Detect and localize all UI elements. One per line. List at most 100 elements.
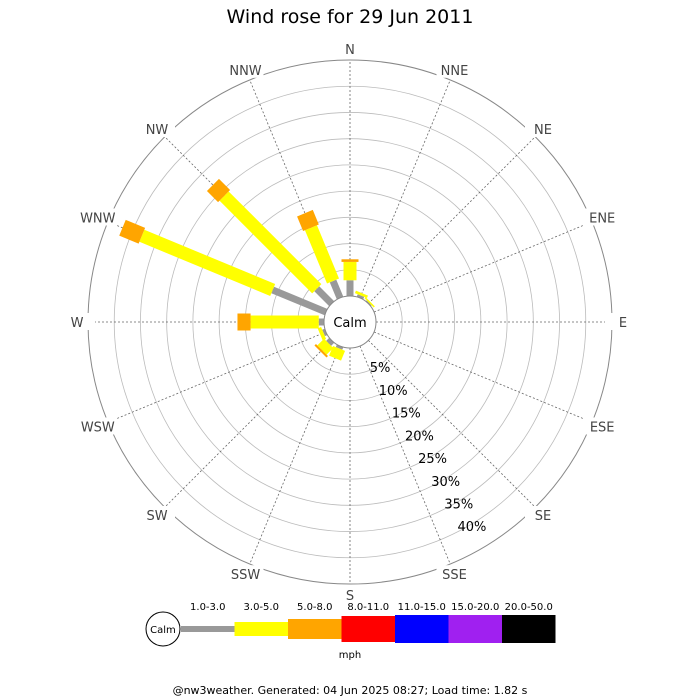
bar-NW-5.0-8.0 bbox=[206, 178, 231, 203]
spoke-NNE bbox=[359, 79, 451, 299]
bar-N-3.0-5.0 bbox=[343, 261, 357, 281]
legend-calm-label: Calm bbox=[150, 625, 176, 636]
direction-label-bg-E bbox=[605, 313, 641, 330]
direction-label-bg-ENE bbox=[584, 208, 621, 226]
direction-label-bg-NE bbox=[525, 120, 561, 137]
ring-label-20%: 20% bbox=[405, 429, 434, 444]
calm-label: Calm bbox=[333, 316, 366, 331]
bar-SSW-1.0-3.0 bbox=[335, 344, 344, 350]
spoke-SW bbox=[164, 340, 332, 508]
calm-circle bbox=[323, 295, 377, 349]
bar-NNE-3.0-5.0 bbox=[354, 290, 368, 299]
ring-label-10%: 10% bbox=[379, 384, 408, 399]
ring-label-30%: 30% bbox=[431, 475, 460, 490]
bar-WNW-3.0-5.0 bbox=[139, 229, 276, 296]
bar-W-1.0-3.0 bbox=[318, 318, 325, 326]
ring-label-15%: 15% bbox=[392, 407, 421, 422]
direction-label-E: E bbox=[619, 316, 627, 331]
direction-label-bg-NNE bbox=[436, 60, 473, 78]
speed-legend: Calm 1.0-3.0 3.0-5.0 5.0-8.0 8.0-11.0 11.0-15… bbox=[145, 602, 556, 647]
bar-group-WSW bbox=[317, 326, 328, 341]
direction-label-NE: NE bbox=[534, 123, 552, 138]
bar-WSW-3.0-5.0 bbox=[317, 326, 327, 341]
spoke-SSW bbox=[249, 345, 341, 565]
direction-label-bg-SSE bbox=[436, 565, 473, 583]
legend-calm-circle bbox=[145, 611, 181, 647]
spoke-SE bbox=[368, 340, 536, 508]
ring-label-35%: 35% bbox=[444, 498, 473, 513]
direction-label-NW: NW bbox=[146, 123, 169, 138]
bar-WNW-1.0-3.0 bbox=[271, 286, 328, 316]
legend-swatch-1.0-3.0 bbox=[181, 626, 235, 632]
direction-label-bg-ESE bbox=[584, 417, 621, 435]
grid-ring-25% bbox=[192, 164, 508, 480]
bar-group-W bbox=[237, 313, 325, 331]
bar-SW-5.0-8.0 bbox=[314, 344, 328, 358]
direction-label-bg-NW bbox=[139, 120, 175, 137]
direction-label-bg-W bbox=[59, 313, 95, 330]
bar-group-NE bbox=[364, 297, 375, 308]
direction-label-bg-NNW bbox=[227, 60, 264, 78]
direction-label-N: N bbox=[345, 43, 355, 58]
direction-label-WSW: WSW bbox=[81, 421, 115, 436]
spoke-ESE bbox=[373, 331, 593, 423]
direction-label-ENE: ENE bbox=[589, 212, 615, 227]
legend-label-20.0-50.0: 20.0-50.0 bbox=[505, 602, 553, 613]
bar-NNW-1.0-3.0 bbox=[329, 279, 344, 300]
bar-NNE-1.0-3.0 bbox=[356, 294, 365, 300]
bar-NNW-3.0-5.0 bbox=[304, 225, 340, 284]
bar-NW-1.0-3.0 bbox=[314, 286, 335, 307]
direction-label-SE: SE bbox=[535, 509, 551, 524]
ring-label-40%: 40% bbox=[457, 520, 486, 535]
direction-label-W: W bbox=[71, 316, 84, 331]
direction-label-SW: SW bbox=[146, 509, 167, 524]
legend-swatch-5.0-8.0 bbox=[288, 619, 342, 639]
direction-label-bg-SW bbox=[139, 506, 175, 523]
bar-group-NNE bbox=[354, 290, 368, 300]
bar-group-WNW bbox=[119, 219, 328, 316]
legend-swatch-8.0-11.0 bbox=[341, 616, 395, 642]
legend-label-15.0-20.0: 15.0-20.0 bbox=[451, 602, 499, 613]
legend-swatch-15.0-20.0 bbox=[448, 615, 502, 643]
direction-label-bg-SE bbox=[525, 506, 561, 523]
bar-SW-1.0-3.0 bbox=[326, 337, 335, 346]
legend-label-8.0-11.0: 8.0-11.0 bbox=[347, 602, 389, 613]
legend-swatch-11.0-15.0 bbox=[395, 615, 449, 643]
bar-NW-3.0-5.0 bbox=[219, 191, 322, 294]
bar-SW-3.0-5.0 bbox=[317, 338, 334, 355]
legend-label-11.0-15.0: 11.0-15.0 bbox=[398, 602, 446, 613]
direction-label-bg-SSW bbox=[227, 565, 264, 583]
bar-NE-1.0-3.0 bbox=[365, 300, 372, 307]
calm-center: Calm bbox=[323, 295, 377, 349]
spoke-SSE bbox=[359, 345, 451, 565]
bar-N-1.0-3.0 bbox=[346, 280, 354, 296]
direction-label-bg-WNW bbox=[79, 208, 116, 226]
bar-group-N bbox=[341, 259, 359, 296]
ring-label-25%: 25% bbox=[418, 452, 447, 467]
direction-label-WNW: WNW bbox=[80, 212, 116, 227]
bar-SSW-3.0-5.0 bbox=[329, 345, 346, 361]
bar-NNW-5.0-8.0 bbox=[297, 209, 319, 231]
spoke-ENE bbox=[373, 221, 593, 313]
legend-unit: mph bbox=[339, 650, 361, 661]
legend-label-1.0-3.0: 1.0-3.0 bbox=[190, 602, 225, 613]
spoke-NE bbox=[368, 136, 536, 304]
bar-WNW-5.0-8.0 bbox=[119, 219, 146, 244]
direction-label-bg-WSW bbox=[79, 417, 116, 435]
direction-label-S: S bbox=[346, 589, 354, 604]
direction-labels: N NNE NE ENE E ESE SE SSE S SSW SW WSW W WNW NW NNW bbox=[59, 40, 641, 604]
chart-title: Wind rose for 29 Jun 2011 bbox=[227, 6, 474, 28]
legend-label-5.0-8.0: 5.0-8.0 bbox=[297, 602, 332, 613]
bar-group-SSW bbox=[329, 344, 346, 361]
direction-label-ESE: ESE bbox=[590, 421, 615, 436]
direction-label-NNE: NNE bbox=[441, 64, 469, 79]
legend-swatch-20.0-50.0 bbox=[502, 615, 556, 643]
legend-label-3.0-5.0: 3.0-5.0 bbox=[244, 602, 279, 613]
spoke-WSW bbox=[107, 331, 327, 423]
bar-W-5.0-8.0 bbox=[237, 313, 251, 331]
bar-NE-3.0-5.0 bbox=[364, 297, 375, 308]
spoke-NNW bbox=[249, 79, 341, 299]
bar-group-SW bbox=[314, 337, 335, 358]
legend-swatch-3.0-5.0 bbox=[234, 622, 288, 636]
